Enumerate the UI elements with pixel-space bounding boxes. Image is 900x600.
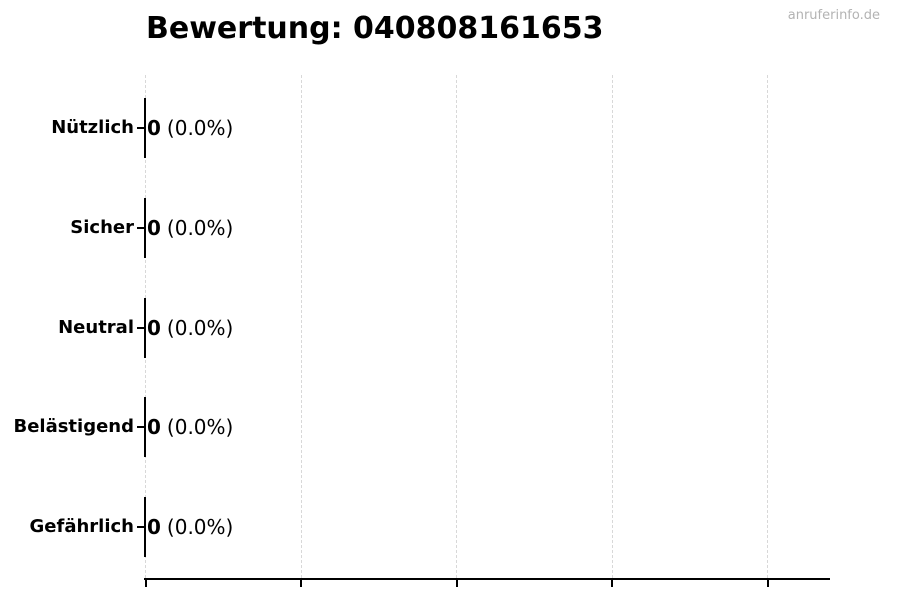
value-label: 0 (0.0%) [147, 215, 233, 241]
value-label: 0 (0.0%) [147, 115, 233, 141]
category-label: Sicher [70, 217, 134, 238]
value-percent: (0.0%) [166, 216, 234, 240]
value-percent: (0.0%) [166, 415, 234, 439]
category-label: Gefährlich [29, 516, 134, 537]
y-axis-tick [137, 227, 144, 229]
x-axis-tick [300, 580, 302, 587]
category-label: Neutral [58, 317, 134, 338]
category-label: Nützlich [51, 117, 134, 138]
value-number: 0 [147, 316, 161, 340]
value-label: 0 (0.0%) [147, 315, 233, 341]
value-number: 0 [147, 116, 161, 140]
vertical-gridline [767, 75, 768, 578]
chart-title: Bewertung: 040808161653 [146, 11, 604, 46]
x-axis-tick [455, 580, 458, 587]
x-axis-tick [611, 580, 613, 587]
x-axis-tick [766, 580, 769, 587]
vertical-gridline [611, 75, 613, 578]
value-percent: (0.0%) [166, 316, 234, 340]
x-axis-tick [144, 580, 147, 587]
watermark: anruferinfo.de [787, 8, 880, 23]
value-label: 0 (0.0%) [147, 514, 233, 540]
bar-3 [144, 397, 146, 457]
value-number: 0 [147, 415, 161, 439]
bar-1 [144, 198, 146, 258]
value-number: 0 [147, 515, 161, 539]
bar-2 [144, 298, 146, 358]
value-number: 0 [147, 216, 161, 240]
value-percent: (0.0%) [166, 515, 234, 539]
plot-area [144, 75, 830, 587]
y-axis-tick [137, 327, 144, 329]
y-axis-tick [137, 127, 144, 129]
y-axis-tick [137, 526, 144, 528]
value-percent: (0.0%) [166, 116, 234, 140]
y-axis-tick [137, 426, 144, 428]
bar-0 [144, 98, 146, 158]
bar-4 [144, 497, 146, 557]
value-label: 0 (0.0%) [147, 414, 233, 440]
vertical-gridline [300, 75, 302, 578]
vertical-gridline [456, 75, 457, 578]
category-label: Belästigend [13, 416, 134, 437]
